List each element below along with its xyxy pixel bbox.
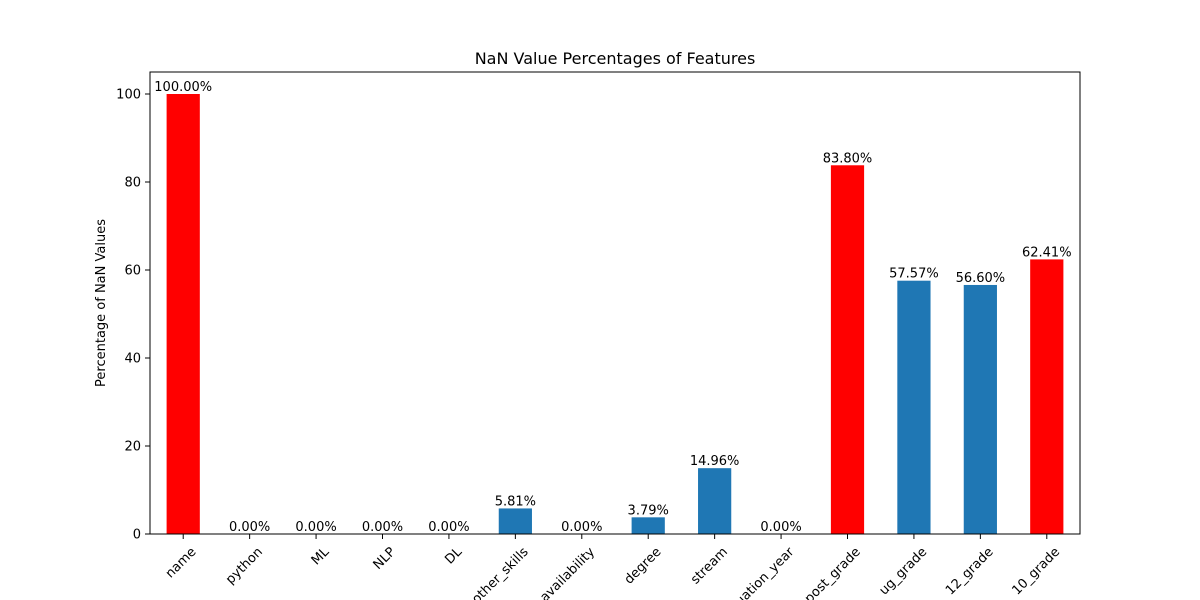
bar-value-label: 56.60% bbox=[956, 271, 1006, 286]
y-tick-label: 40 bbox=[124, 352, 141, 367]
x-axis-ticks: name python ML NLP DL other_skills availabilit… bbox=[163, 534, 1063, 600]
bar-ug_grade bbox=[897, 280, 931, 534]
bar-post_grade bbox=[830, 165, 865, 534]
x-tick-label: ML bbox=[309, 544, 333, 568]
y-tick-label: 0 bbox=[133, 528, 141, 543]
bar-value-label: 14.96% bbox=[690, 454, 740, 469]
bar-value-label: 5.81% bbox=[495, 494, 536, 509]
bar-stream bbox=[698, 468, 732, 534]
x-tick-label: name bbox=[163, 545, 200, 582]
x-tick-label: DL bbox=[442, 544, 465, 567]
x-tick-label: other_skills bbox=[469, 544, 531, 600]
bar-value-label: 0.00% bbox=[295, 520, 336, 535]
bar-value-label: 0.00% bbox=[362, 520, 403, 535]
bar-value-label: 3.79% bbox=[628, 503, 669, 518]
x-tick-label: stream bbox=[688, 545, 731, 588]
bar-other_skills bbox=[498, 508, 532, 534]
x-tick-label: degree bbox=[622, 545, 665, 588]
x-tick-label: ug_grade bbox=[877, 545, 931, 599]
bars-layer bbox=[166, 94, 1064, 534]
y-tick-label: 60 bbox=[124, 264, 141, 279]
bar-value-label: 100.00% bbox=[154, 80, 212, 95]
bar-name bbox=[166, 94, 200, 534]
y-tick-label: 100 bbox=[116, 88, 141, 103]
bar-value-label: 0.00% bbox=[229, 520, 270, 535]
chart-title: NaN Value Percentages of Features bbox=[475, 49, 756, 68]
bar-value-label: 57.57% bbox=[889, 267, 939, 282]
x-tick-label: python bbox=[223, 545, 266, 588]
x-tick-label: availability bbox=[537, 544, 598, 600]
bar-12_grade bbox=[963, 284, 997, 534]
bar-value-label: 83.80% bbox=[823, 151, 873, 166]
bar-degree bbox=[631, 517, 665, 534]
y-axis-label: Percentage of NaN Values bbox=[94, 219, 109, 387]
y-axis-ticks: 0 20 40 60 80 100 bbox=[116, 88, 150, 543]
x-tick-label: 10_grade bbox=[1009, 545, 1063, 599]
plot-frame bbox=[149, 71, 1081, 535]
value-labels-layer: 100.00% 0.00% 0.00% 0.00% 0.00% 5.81% 0.00% 3.7… bbox=[154, 80, 1071, 535]
bar-10_grade bbox=[1030, 259, 1064, 534]
bar-value-label: 0.00% bbox=[760, 520, 801, 535]
y-tick-label: 20 bbox=[124, 440, 141, 455]
x-tick-label: post_grade bbox=[802, 545, 864, 600]
bar-value-label: 0.00% bbox=[428, 520, 469, 535]
bar-value-label: 0.00% bbox=[561, 520, 602, 535]
y-tick-label: 80 bbox=[124, 176, 141, 191]
x-tick-label: 12_grade bbox=[943, 545, 997, 599]
bar-value-label: 62.41% bbox=[1022, 245, 1072, 260]
x-tick-label: NLP bbox=[371, 545, 399, 573]
